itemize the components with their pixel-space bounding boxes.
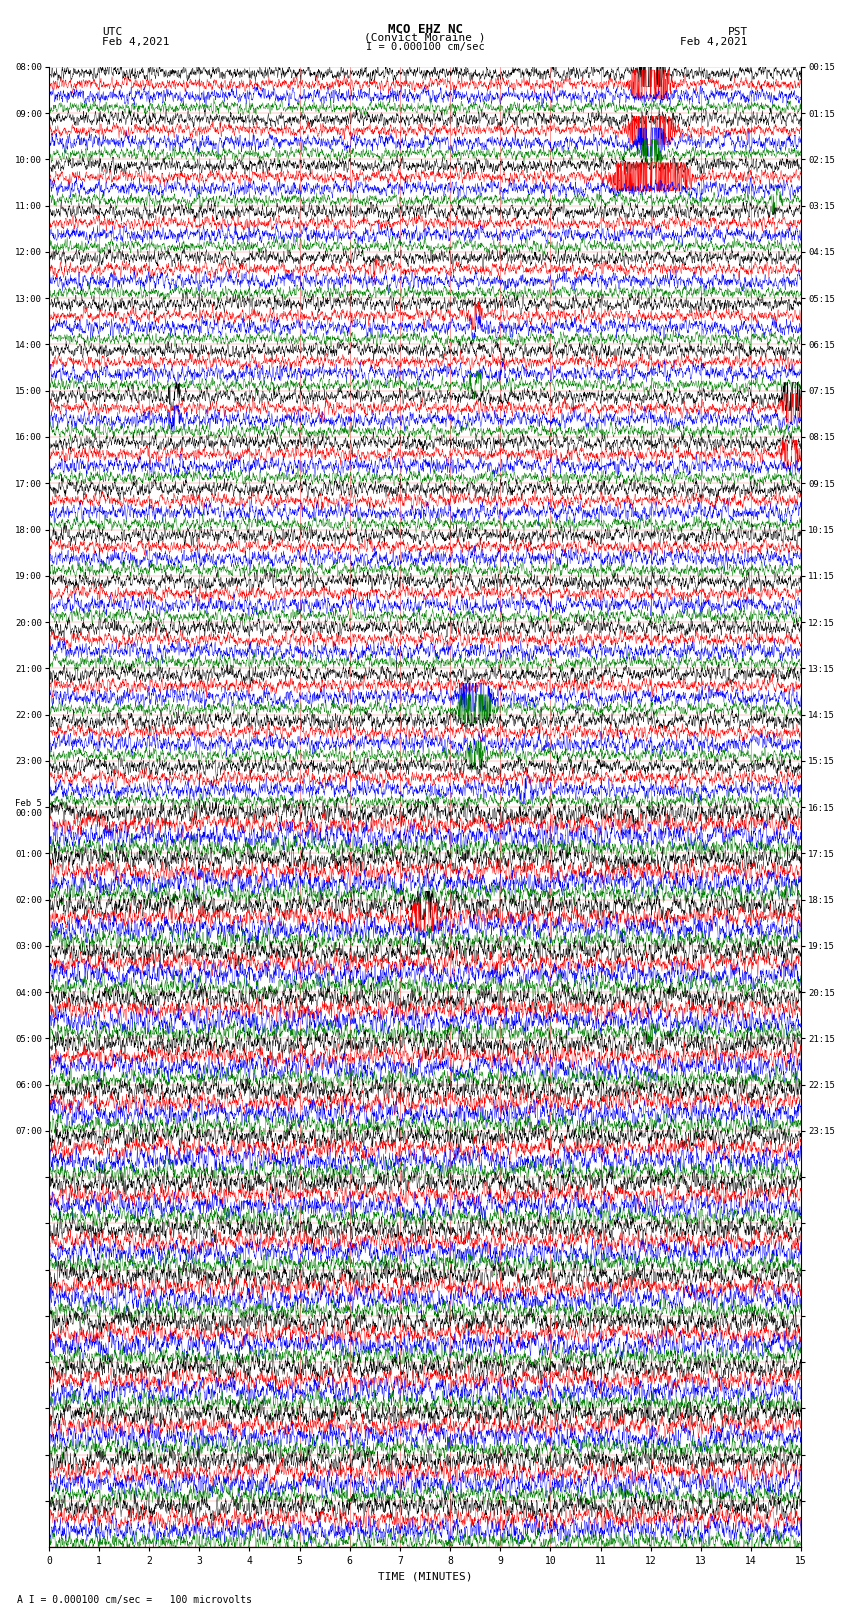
- Text: Feb 4,2021: Feb 4,2021: [102, 37, 169, 47]
- Text: (Convict Moraine ): (Convict Moraine ): [365, 32, 485, 42]
- Text: PST: PST: [728, 27, 748, 37]
- X-axis label: TIME (MINUTES): TIME (MINUTES): [377, 1573, 473, 1582]
- Text: UTC: UTC: [102, 27, 122, 37]
- Text: A I = 0.000100 cm/sec =   100 microvolts: A I = 0.000100 cm/sec = 100 microvolts: [17, 1595, 252, 1605]
- Text: I = 0.000100 cm/sec: I = 0.000100 cm/sec: [366, 42, 484, 52]
- Text: Feb 4,2021: Feb 4,2021: [681, 37, 748, 47]
- Text: MCO EHZ NC: MCO EHZ NC: [388, 23, 462, 35]
